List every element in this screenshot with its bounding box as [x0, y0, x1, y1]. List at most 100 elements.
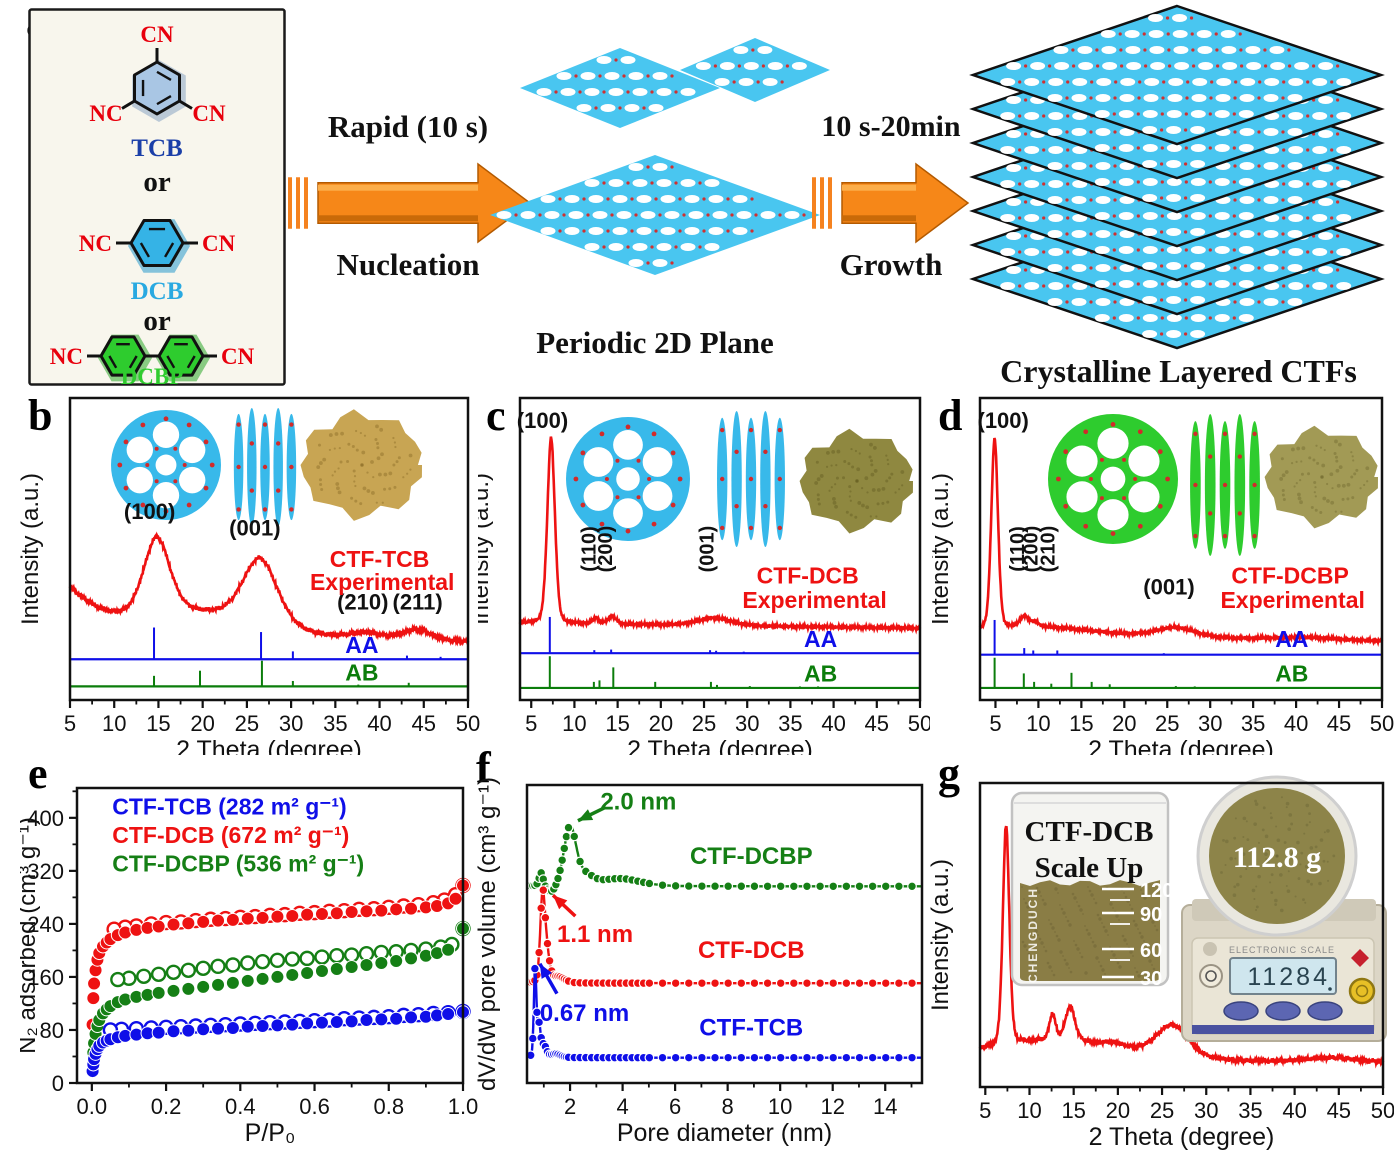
- svg-text:40: 40: [1284, 711, 1308, 736]
- svg-text:Experimental: Experimental: [310, 569, 454, 595]
- svg-text:(110): (110): [579, 526, 601, 572]
- svg-text:CTF-TCB: CTF-TCB: [699, 1014, 803, 1041]
- svg-text:CTF-DCB: CTF-DCB: [1025, 816, 1154, 848]
- svg-text:0.4: 0.4: [225, 1094, 256, 1119]
- svg-text:30: 30: [279, 711, 303, 736]
- svg-text:CTF-TCB (282 m² g⁻¹): CTF-TCB (282 m² g⁻¹): [112, 794, 346, 820]
- svg-text:(110): (110): [1007, 526, 1029, 572]
- svg-text:AB: AB: [804, 660, 837, 686]
- svg-text:320: 320: [27, 859, 64, 884]
- svg-text:DCBP: DCBP: [121, 364, 184, 386]
- svg-text:45: 45: [412, 711, 436, 736]
- svg-text:10: 10: [1026, 711, 1050, 736]
- svg-text:15: 15: [146, 711, 170, 736]
- svg-text:112.8 g: 112.8 g: [1233, 841, 1321, 874]
- panel-label-g: g: [938, 749, 960, 798]
- svg-text:CN: CN: [140, 22, 174, 47]
- svg-text:CTF-DCBP: CTF-DCBP: [690, 843, 813, 870]
- svg-text:Intensity (a.u.): Intensity (a.u.): [932, 473, 954, 625]
- svg-text:Experimental: Experimental: [742, 587, 886, 613]
- step2-name-label: Growth: [839, 247, 943, 282]
- svg-text:2.0 nm: 2.0 nm: [600, 788, 676, 815]
- svg-text:8: 8: [722, 1094, 734, 1119]
- svg-text:30: 30: [735, 711, 759, 736]
- svg-text:10: 10: [768, 1094, 792, 1119]
- svg-text:2: 2: [564, 1094, 576, 1119]
- svg-text:45: 45: [1327, 1098, 1351, 1123]
- svg-text:P/P₀: P/P₀: [245, 1119, 296, 1147]
- svg-text:0: 0: [52, 1071, 64, 1096]
- svg-text:Intensity (a.u.): Intensity (a.u.): [930, 859, 954, 1011]
- svg-text:60: 60: [1140, 940, 1162, 962]
- svg-text:(100): (100): [978, 408, 1029, 433]
- svg-text:Experimental: Experimental: [1220, 587, 1364, 613]
- svg-text:CN: CN: [202, 231, 236, 256]
- svg-text:50: 50: [1371, 1098, 1394, 1123]
- panel-label-d: d: [938, 391, 963, 440]
- panel-label-f: f: [476, 743, 491, 792]
- svg-text:5: 5: [525, 711, 537, 736]
- svg-text:15: 15: [1069, 711, 1093, 736]
- svg-text:Pore diameter (nm): Pore diameter (nm): [617, 1119, 832, 1147]
- svg-text:CTF-DCBP (536 m² g⁻¹): CTF-DCBP (536 m² g⁻¹): [112, 851, 364, 877]
- svg-text:45: 45: [1327, 711, 1351, 736]
- periodic-2d-plane-art: [490, 38, 830, 275]
- step1-duration-label: Rapid (10 s): [327, 109, 489, 144]
- svg-text:2 Theta (degree): 2 Theta (degree): [1089, 1123, 1275, 1151]
- svg-text:0.67 nm: 0.67 nm: [540, 1000, 629, 1027]
- svg-text:AA: AA: [804, 626, 837, 652]
- svg-text:35: 35: [1238, 1098, 1262, 1123]
- svg-text:AA: AA: [1275, 626, 1308, 652]
- svg-text:6: 6: [669, 1094, 681, 1119]
- svg-text:1.1 nm: 1.1 nm: [557, 921, 633, 948]
- svg-text:20: 20: [1112, 711, 1136, 736]
- svg-text:(200): (200): [595, 526, 617, 573]
- svg-text:35: 35: [778, 711, 802, 736]
- svg-text:240: 240: [27, 912, 64, 937]
- svg-text:40: 40: [1282, 1098, 1306, 1123]
- svg-text:35: 35: [1241, 711, 1265, 736]
- growth-arrow-icon: [812, 162, 970, 244]
- step1-name-label: Nucleation: [336, 247, 480, 282]
- svg-text:5: 5: [64, 711, 76, 736]
- svg-text:CTF-DCB: CTF-DCB: [698, 937, 805, 964]
- svg-text:0.6: 0.6: [299, 1094, 330, 1119]
- svg-text:CN: CN: [192, 101, 226, 126]
- svg-text:4: 4: [616, 1094, 628, 1119]
- svg-text:TCB: TCB: [131, 135, 182, 162]
- svg-text:20: 20: [1106, 1098, 1130, 1123]
- svg-text:CTF-DCB: CTF-DCB: [757, 563, 859, 589]
- svg-text:0.0: 0.0: [77, 1094, 108, 1119]
- svg-text:0.2: 0.2: [151, 1094, 182, 1119]
- svg-text:0.8: 0.8: [373, 1094, 404, 1119]
- svg-text:11284: 11284: [1247, 963, 1330, 991]
- svg-text:AB: AB: [1275, 660, 1308, 686]
- svg-text:15: 15: [605, 711, 629, 736]
- svg-text:25: 25: [235, 711, 259, 736]
- svg-text:120: 120: [1140, 880, 1173, 902]
- svg-text:35: 35: [323, 711, 347, 736]
- svg-text:(100): (100): [517, 408, 568, 433]
- svg-text:15: 15: [1061, 1098, 1085, 1123]
- svg-text:40: 40: [821, 711, 845, 736]
- svg-text:5: 5: [989, 711, 1001, 736]
- svg-text:Intensity (a.u.): Intensity (a.u.): [20, 473, 44, 625]
- step2-duration-label: 10 s-20min: [821, 110, 961, 143]
- svg-text:1.0: 1.0: [448, 1094, 479, 1119]
- svg-text:2 Theta (degree): 2 Theta (degree): [176, 736, 362, 755]
- svg-text:NC: NC: [79, 231, 112, 256]
- panel-label-c: c: [486, 391, 506, 440]
- svg-text:25: 25: [1155, 711, 1179, 736]
- svg-text:CTF-DCB (672 m² g⁻¹): CTF-DCB (672 m² g⁻¹): [112, 822, 349, 848]
- svg-text:90: 90: [1140, 904, 1162, 926]
- svg-text:10: 10: [562, 711, 586, 736]
- svg-text:40: 40: [367, 711, 391, 736]
- svg-text:(001): (001): [697, 526, 719, 573]
- svg-text:50: 50: [908, 711, 930, 736]
- svg-text:CTF-DCBP: CTF-DCBP: [1231, 563, 1349, 589]
- svg-text:45: 45: [865, 711, 889, 736]
